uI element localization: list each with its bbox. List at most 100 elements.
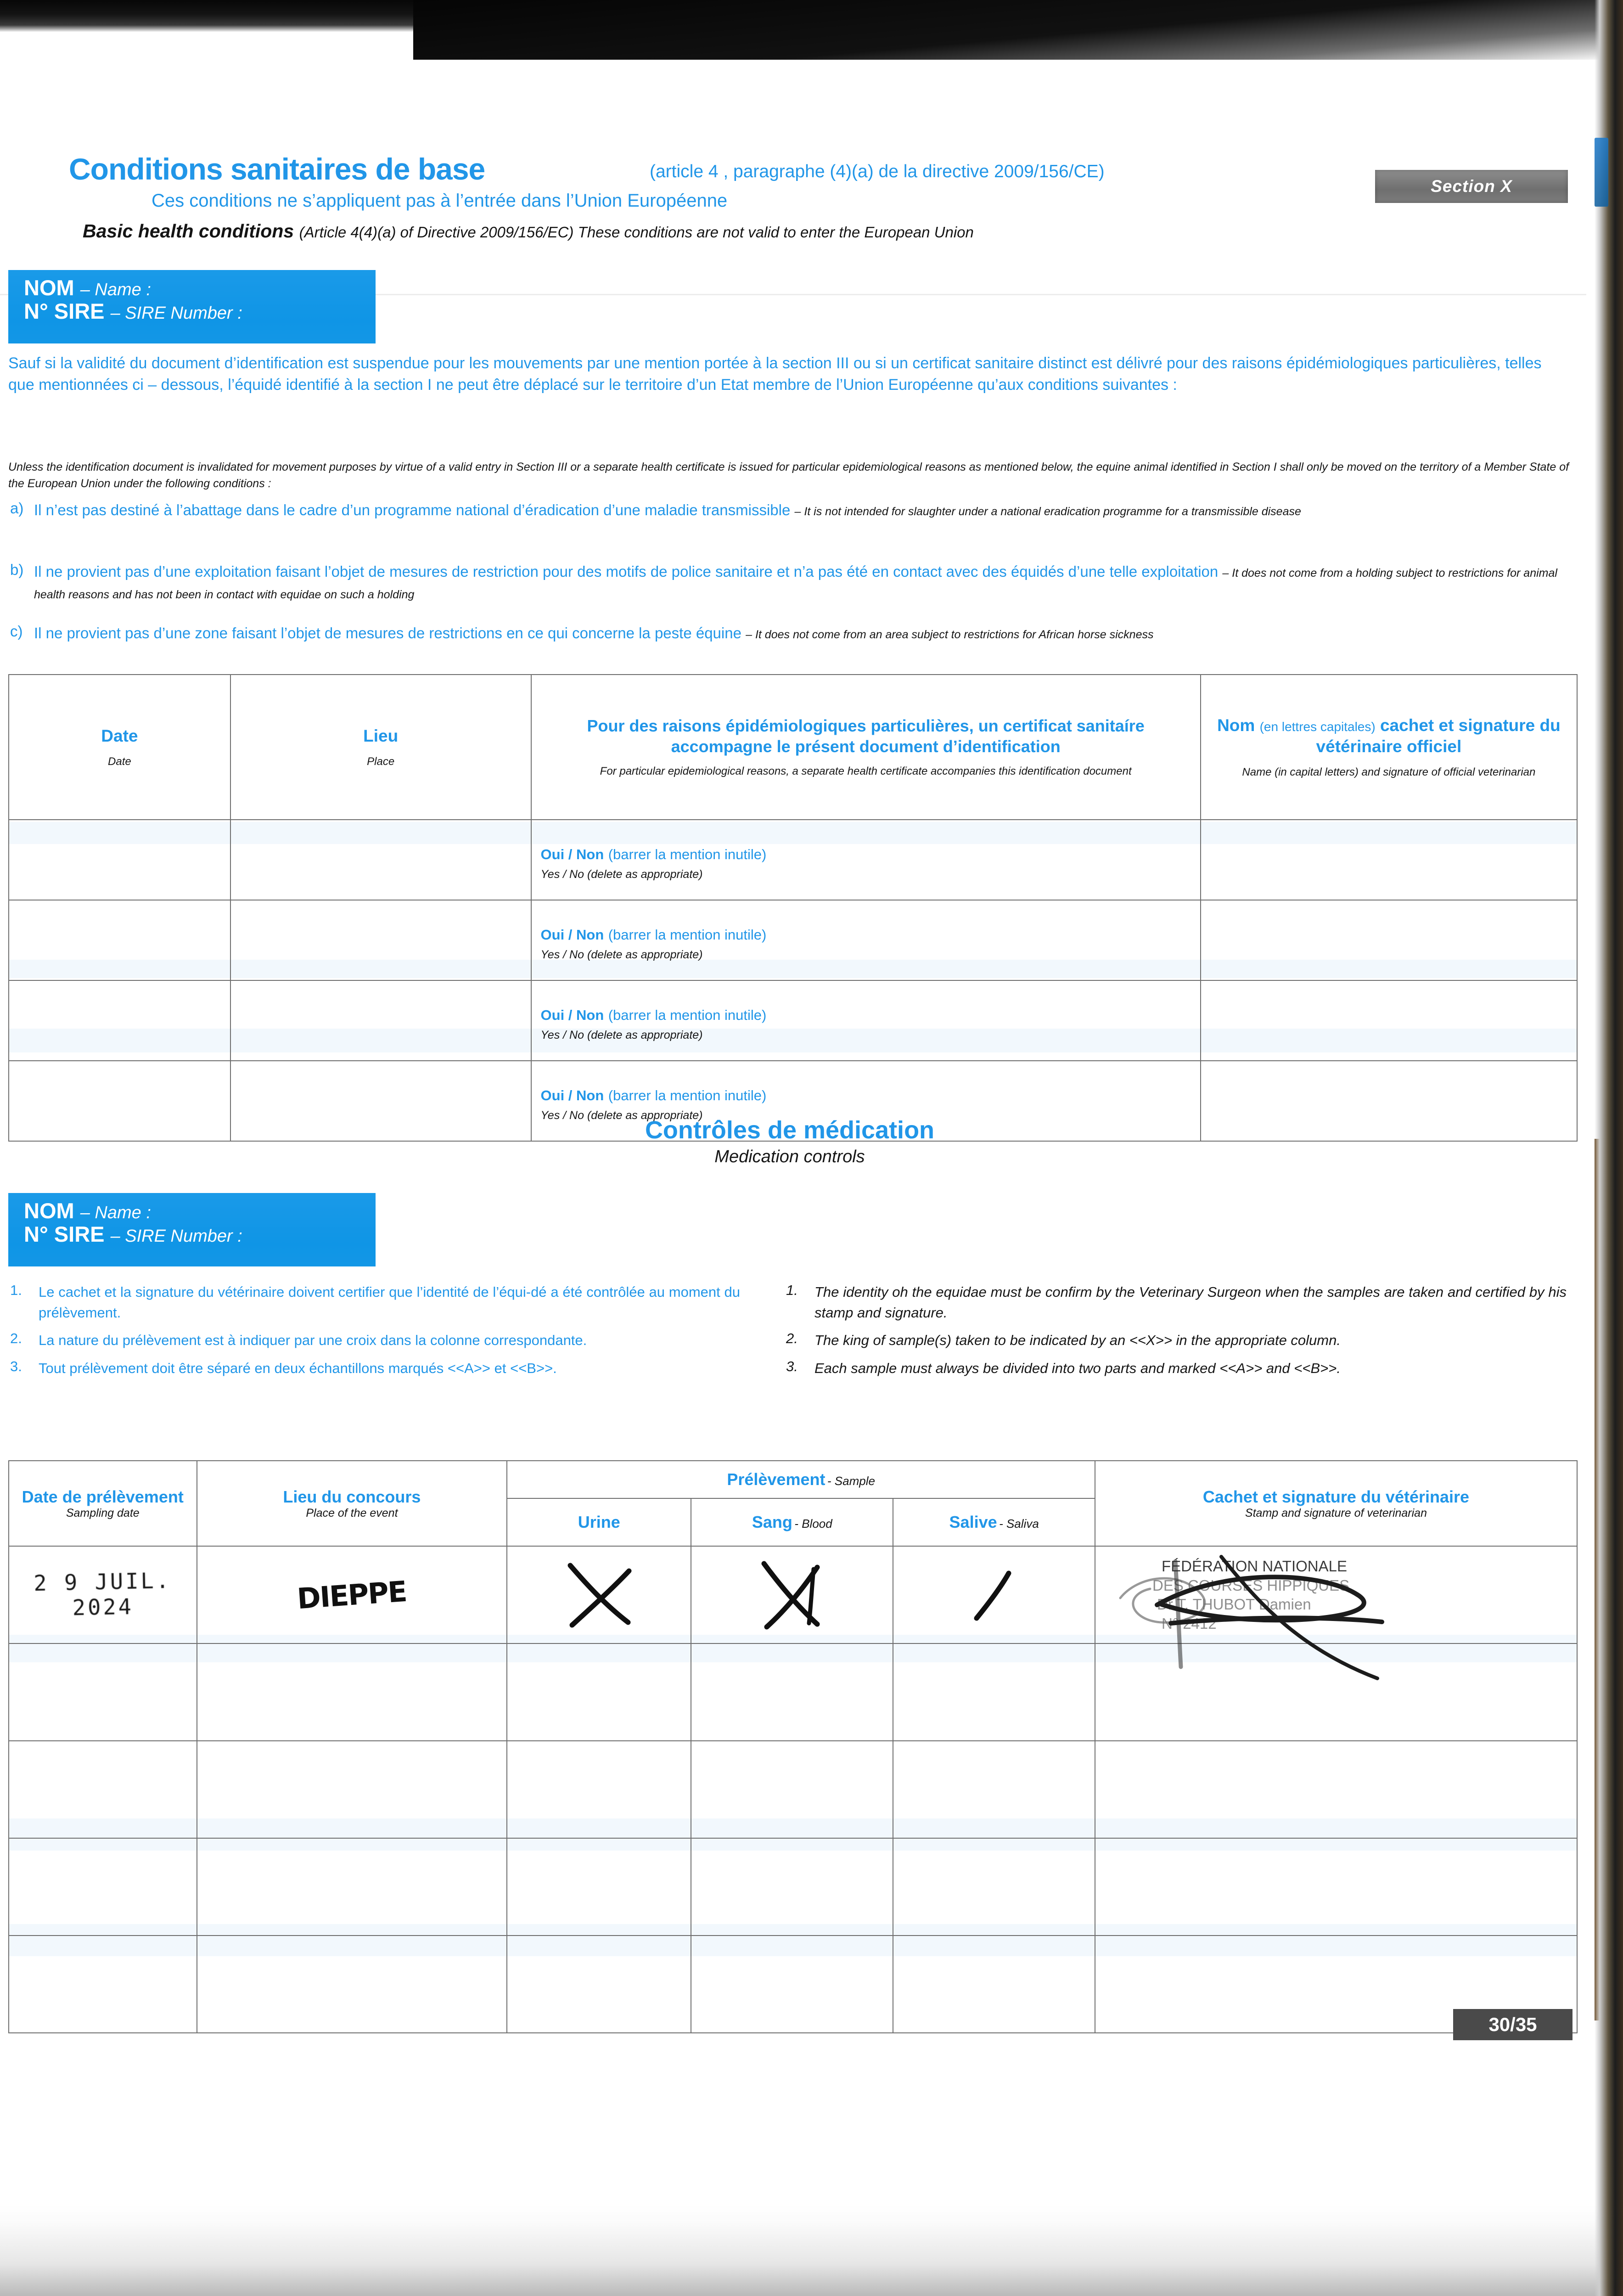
intro-paragraph-fr-wrap: Sauf si la validité du document d’identi… [8, 353, 1569, 396]
medication-instructions-fr: 1. Le cachet et la signature du vétérina… [10, 1282, 740, 1386]
cell-place-of-event[interactable] [196, 1740, 508, 1839]
cell-place-of-event[interactable] [196, 1935, 508, 2033]
cell-saliva[interactable] [893, 1546, 1095, 1644]
table-row [8, 1740, 1578, 1839]
cell-place-of-event[interactable] [196, 1643, 508, 1741]
nom-label: NOM [24, 276, 74, 300]
cell-sampling-date[interactable] [8, 1643, 197, 1741]
name-band-top: NOM – Name : N° SIRE – SIRE Number : [8, 270, 376, 343]
cell-date[interactable] [8, 1060, 231, 1142]
cell-place[interactable] [230, 980, 532, 1061]
urine-cross-mark [567, 1563, 632, 1627]
condition-body: Il ne provient pas d’une exploitation fa… [34, 561, 1571, 604]
stamp-line-1: FÉDÉRATION NATIONALE [1162, 1558, 1347, 1575]
cell-vet[interactable] [1200, 819, 1578, 900]
column-header-vet-stamp-en: Stamp and signature of veterinarian [1245, 1507, 1427, 1520]
cell-sampling-date[interactable] [8, 1740, 197, 1839]
instruction-number: 3. [10, 1358, 22, 1374]
cell-certificate[interactable]: Oui / Non (barrer la mention inutile) Ye… [530, 819, 1201, 900]
cell-sampling-date[interactable] [8, 1838, 197, 1936]
cell-sampling-date[interactable]: 2 9 JUIL. 2024 [8, 1546, 197, 1644]
cell-vet[interactable] [1200, 900, 1578, 981]
cell-urine[interactable] [506, 1643, 692, 1741]
column-header-vet-fr-mid: (en lettres capitales) [1259, 720, 1376, 734]
cell-place-of-event[interactable]: DIEPPE [196, 1546, 508, 1644]
page-title-en-reference: (Article 4(4)(a) of Directive 2009/156/E… [299, 224, 974, 241]
column-header-saliva-en: - Saliva [999, 1517, 1039, 1531]
column-header-urine-fr: Urine [578, 1513, 620, 1532]
column-header-sampling-date-en: Sampling date [66, 1507, 140, 1520]
instruction-text: Le cachet et la signature du vétérinaire… [39, 1284, 740, 1321]
cell-certificate-en: Yes / No (delete as appropriate) [540, 1028, 703, 1041]
cell-place-of-event[interactable] [196, 1838, 508, 1936]
condition-text-en: – It does not come from an area subject … [746, 628, 1154, 641]
cell-vet[interactable] [1200, 1060, 1578, 1142]
instruction-text: Tout prélèvement doit être séparé en deu… [39, 1360, 557, 1376]
cell-certificate[interactable]: Oui / Non (barrer la mention inutile) Ye… [530, 1060, 1201, 1142]
cell-saliva[interactable] [893, 1838, 1095, 1936]
cell-certificate-fr: Oui / Non (barrer la mention inutile) [541, 1000, 1191, 1024]
table-header-row: Date Date Lieu Place Pour des raisons ép… [8, 674, 1578, 820]
intro-paragraph-fr: Sauf si la validité du document d’identi… [8, 355, 1542, 394]
table-row: Oui / Non (barrer la mention inutile) Ye… [8, 1060, 1578, 1142]
cell-place[interactable] [230, 900, 532, 981]
blood-cross-mark [761, 1561, 820, 1629]
cell-urine[interactable] [506, 1838, 692, 1936]
table-row: 2 9 JUIL. 2024 DIEPPE [8, 1546, 1578, 1644]
column-header-place: Lieu Place [230, 674, 532, 820]
sire-label: N° SIRE [24, 1221, 105, 1246]
cell-place[interactable] [230, 1060, 532, 1142]
cell-certificate[interactable]: Oui / Non (barrer la mention inutile) Ye… [530, 900, 1201, 981]
scan-right-blue-tab [1595, 138, 1608, 207]
cell-blood[interactable] [691, 1643, 894, 1741]
cell-vet-stamp[interactable] [1094, 1740, 1578, 1839]
cell-urine[interactable] [506, 1935, 692, 2033]
column-header-sampling-date-fr: Date de prélèvement [22, 1487, 184, 1506]
cell-date[interactable] [8, 980, 231, 1061]
cell-date[interactable] [8, 819, 231, 900]
cell-blood[interactable] [691, 1740, 894, 1839]
cell-date[interactable] [8, 900, 231, 981]
cell-blood[interactable] [691, 1838, 894, 1936]
cell-vet[interactable] [1200, 980, 1578, 1061]
section-badge: Section X [1375, 170, 1568, 203]
instruction-number: 2. [10, 1330, 22, 1347]
instruction-item: 3. Tout prélèvement doit être séparé en … [10, 1358, 740, 1379]
column-header-date-en: Date [108, 755, 131, 768]
column-header-place-of-event: Lieu du concours Place of the event [196, 1460, 508, 1547]
column-header-vet-fr-prefix: Nom [1217, 716, 1255, 735]
cell-saliva[interactable] [893, 1643, 1095, 1741]
instruction-text: The identity oh the equidae must be conf… [814, 1284, 1567, 1321]
table-row [8, 1643, 1578, 1741]
table-row: Oui / Non (barrer la mention inutile) Ye… [8, 980, 1578, 1061]
condition-text-en: – It does not come from a holding subjec… [34, 567, 1557, 601]
column-header-certificate-fr: Pour des raisons épidémiologiques partic… [587, 716, 1145, 756]
medication-section-title: Contrôles de médication Medication contr… [0, 1116, 1579, 1167]
cell-vet-stamp[interactable] [1094, 1838, 1578, 1936]
cell-blood[interactable] [691, 1546, 894, 1644]
cell-place[interactable] [230, 819, 532, 900]
table-row [8, 1838, 1578, 1936]
column-header-date-fr: Date [101, 726, 138, 746]
instruction-text: La nature du prélèvement est à indiquer … [39, 1332, 587, 1349]
column-header-vet-fr-suffix: cachet et signature du vétérinaire offic… [1316, 716, 1561, 756]
column-header-place-fr: Lieu [363, 726, 399, 746]
column-header-vet-stamp: Cachet et signature du vétérinaire Stamp… [1094, 1460, 1578, 1547]
cell-certificate-en: Yes / No (delete as appropriate) [540, 1109, 703, 1122]
cell-urine[interactable] [506, 1546, 692, 1644]
cell-certificate[interactable]: Oui / Non (barrer la mention inutile) Ye… [530, 980, 1201, 1061]
column-header-date: Date Date [8, 674, 231, 820]
column-header-blood-en: - Blood [794, 1517, 832, 1531]
intro-paragraph-en: Unless the identification document is in… [8, 461, 1569, 490]
cell-saliva[interactable] [893, 1935, 1095, 2033]
scan-bottom-shadow [0, 2204, 1623, 2296]
instruction-item: 3. Each sample must always be divided in… [786, 1358, 1567, 1379]
column-header-saliva-fr: Salive [949, 1513, 997, 1532]
instruction-text: The king of sample(s) taken to be indica… [814, 1332, 1341, 1349]
nom-label-row: NOM – Name : [24, 1199, 364, 1223]
cell-blood[interactable] [691, 1935, 894, 2033]
instruction-number: 2. [786, 1330, 798, 1347]
cell-urine[interactable] [506, 1740, 692, 1839]
cell-sampling-date[interactable] [8, 1935, 197, 2033]
cell-saliva[interactable] [893, 1740, 1095, 1839]
